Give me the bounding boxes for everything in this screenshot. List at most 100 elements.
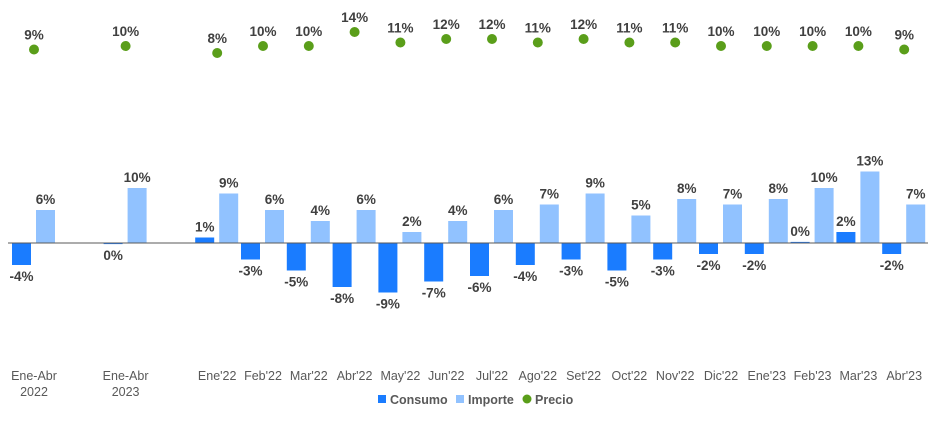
consumo-data-label: -4% [513, 269, 537, 284]
importe-data-label: 10% [124, 170, 151, 185]
precio-data-label: 11% [525, 21, 551, 36]
precio-data-label: 10% [112, 24, 139, 39]
consumo-data-label: -7% [422, 286, 446, 301]
importe-bar [860, 171, 880, 243]
consumo-data-label: -4% [9, 269, 33, 284]
consumo-data-label: -2% [880, 258, 904, 273]
x-tick-label: Jun'22 [428, 369, 464, 383]
consumo-data-label: -3% [559, 264, 583, 279]
precio-dot [807, 41, 818, 51]
precio-data-label: 11% [387, 21, 413, 36]
consumo-data-label: -5% [284, 275, 308, 290]
consumo-bar [470, 243, 489, 276]
importe-bar [356, 210, 376, 243]
importe-bar [265, 210, 284, 243]
x-tick-label: Abr'22 [337, 369, 373, 383]
importe-data-label: 6% [36, 192, 56, 207]
importe-bar [677, 199, 697, 243]
importe-bar [402, 232, 422, 243]
x-tick-label: Ene-Abr [103, 369, 149, 383]
x-tick-label: Abr'23 [886, 369, 922, 383]
x-tick-label: Dic'22 [704, 369, 738, 383]
consumo-bar [195, 237, 215, 243]
precio-data-label: 10% [707, 24, 734, 39]
consumo-bar [378, 243, 398, 293]
consumo-data-label: -2% [696, 258, 720, 273]
consumo-legend-swatch [378, 395, 386, 403]
precio-dot [441, 34, 452, 44]
importe-data-label: 13% [856, 154, 883, 169]
precio-data-label: 10% [249, 24, 276, 39]
precio-dot [395, 37, 406, 48]
consumo-bar [515, 243, 535, 265]
importe-data-label: 6% [494, 192, 514, 207]
consumo-bar [12, 243, 31, 265]
precio-dot [258, 41, 268, 51]
precio-legend-swatch [522, 394, 532, 404]
consumo-data-label: 0% [790, 224, 810, 239]
importe-data-label: 5% [631, 198, 651, 213]
x-tick-label: Mar'23 [839, 369, 877, 383]
x-tick-label: 2023 [112, 385, 140, 399]
x-tick-label: Feb'22 [244, 369, 282, 383]
precio-data-label: 14% [341, 10, 368, 25]
importe-data-label: 2% [402, 214, 422, 229]
importe-bar [631, 215, 651, 243]
precio-dot [532, 37, 543, 48]
consumo-bar [882, 243, 902, 254]
consumo-data-label: 1% [195, 220, 215, 235]
importe-data-label: 8% [677, 181, 697, 196]
consumo-bar [286, 243, 306, 271]
consumo-bar [836, 232, 856, 243]
consumo-data-label: 2% [836, 214, 856, 229]
consumo-data-label: -9% [376, 297, 400, 312]
consumo-data-label: -8% [330, 291, 354, 306]
precio-data-label: 9% [24, 28, 44, 43]
x-tick-label: Nov'22 [656, 369, 695, 383]
x-tick-label: 2022 [20, 385, 48, 399]
importe-data-label: 9% [585, 176, 605, 191]
precio-dot [578, 34, 589, 44]
importe-legend-swatch [456, 395, 464, 403]
x-tick-label: Ene'22 [198, 369, 237, 383]
precio-data-label: 12% [478, 17, 505, 32]
consumo-data-label: 0% [103, 248, 123, 263]
precio-dot [761, 41, 772, 51]
precio-dot [303, 41, 314, 51]
importe-bar [310, 221, 330, 243]
importe-bar [219, 193, 239, 243]
x-tick-label: Jul'22 [476, 369, 508, 383]
precio-dot [716, 41, 726, 51]
consumo-data-label: -3% [238, 264, 262, 279]
consumo-bar [653, 243, 673, 260]
importe-bar [906, 204, 926, 243]
precio-data-label: 10% [845, 24, 872, 39]
precio-data-label: 11% [616, 21, 642, 36]
consumo-data-label: -6% [467, 280, 491, 295]
precio-dot [120, 41, 131, 51]
importe-bar [539, 204, 559, 243]
legend: Consumo Importe Precio [378, 393, 574, 407]
consumo-bar [103, 243, 123, 245]
importe-data-label: 9% [219, 176, 239, 191]
precio-dot [349, 27, 360, 37]
importe-data-label: 10% [811, 170, 838, 185]
importe-bar [768, 199, 788, 243]
precio-dot [487, 34, 497, 44]
importe-data-label: 7% [540, 187, 560, 202]
consumo-data-label: -3% [651, 264, 675, 279]
precio-dot [212, 48, 223, 58]
precio-data-label: 12% [570, 17, 597, 32]
x-tick-label: Ene-Abr [11, 369, 57, 383]
consumo-bar [607, 243, 627, 271]
x-tick-label: Oct'22 [612, 369, 648, 383]
importe-data-label: 7% [723, 187, 743, 202]
legend-label: Consumo [390, 393, 448, 407]
consumo-data-label: -2% [742, 258, 766, 273]
consumo-bar [241, 243, 260, 260]
importe-data-label: 6% [265, 192, 285, 207]
precio-data-label: 12% [433, 17, 460, 32]
x-tick-label: Ago'22 [519, 369, 558, 383]
importe-bar [36, 210, 55, 243]
